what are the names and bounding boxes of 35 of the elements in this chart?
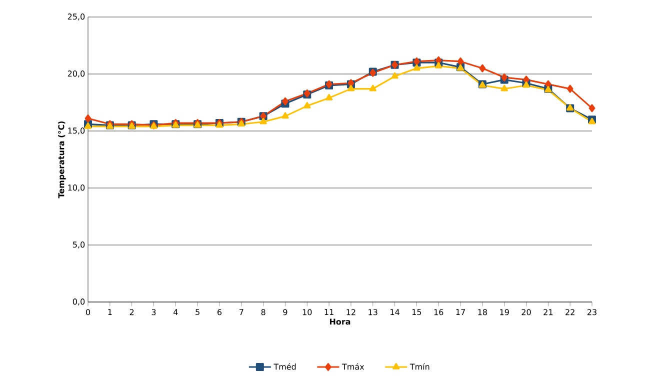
x-tick-label: 13 <box>368 309 378 316</box>
x-tick-label: 15 <box>412 309 422 316</box>
y-tick-label: 5,0 <box>73 242 85 248</box>
x-tick-label: 18 <box>478 309 487 316</box>
legend-label: Tmáx <box>342 363 364 370</box>
x-tick-label: 2 <box>130 309 134 316</box>
x-tick-label: 0 <box>86 309 90 316</box>
x-tick-label: 1 <box>108 309 112 315</box>
x-tick-label: 14 <box>390 309 400 315</box>
legend-label: Tmín <box>410 363 430 370</box>
x-tick-label: 19 <box>500 309 509 316</box>
x-tick-label: 11 <box>324 309 334 315</box>
x-tick-label: 16 <box>434 309 444 316</box>
x-tick-label: 20 <box>522 309 531 316</box>
x-tick-label: 8 <box>261 309 266 316</box>
x-tick-label: 23 <box>587 309 596 316</box>
x-tick-label: 22 <box>566 309 574 316</box>
x-tick-label: 12 <box>346 309 356 316</box>
x-tick-label: 17 <box>456 309 465 315</box>
x-tick-label: 21 <box>544 309 553 316</box>
x-tick-label: 6 <box>218 309 222 316</box>
x-tick-label: 5 <box>196 309 200 316</box>
y-tick-label: 20,0 <box>68 70 85 78</box>
legend-label: Tméd <box>274 363 296 370</box>
x-tick-label: 10 <box>302 309 312 316</box>
x-tick-label: 7 <box>240 309 244 315</box>
x-tick-label: 4 <box>174 309 178 315</box>
x-tick-label: 3 <box>152 309 156 316</box>
y-tick-label: 10,0 <box>68 184 85 192</box>
y-tick-label: 15,0 <box>68 128 85 134</box>
y-tick-label: 0,0 <box>72 298 85 306</box>
x-axis-title: Hora <box>330 318 350 325</box>
y-axis-title: Temperatura (°C) <box>58 121 66 198</box>
y-tick-label: 25,0 <box>68 14 85 20</box>
x-tick-label: 9 <box>283 309 288 316</box>
